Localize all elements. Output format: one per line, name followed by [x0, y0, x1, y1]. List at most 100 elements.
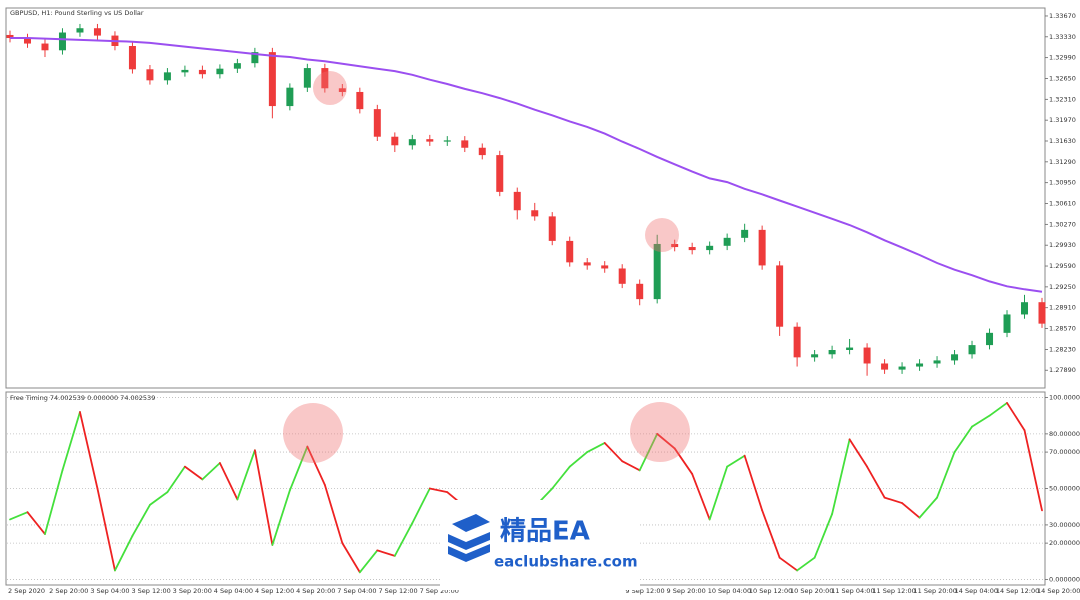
x-tick-label: 10 Sep 04:00 [708, 587, 751, 595]
y-tick-label: 1.28570 [1049, 325, 1076, 333]
candle-body [408, 139, 416, 146]
candle-body [163, 72, 171, 81]
candle-body [898, 366, 906, 370]
y-tick-label: 0.000000 [1049, 576, 1080, 584]
oscillator-segment [44, 469, 64, 535]
oscillator-segment [901, 502, 921, 519]
oscillator-segment [603, 442, 624, 463]
x-tick-label: 7 Sep 12:00 [378, 587, 417, 595]
oscillator-title: Free Timing 74.002539 0.000000 74.002539 [10, 394, 155, 402]
x-tick-label: 3 Sep 12:00 [131, 587, 170, 595]
x-tick-label: 4 Sep 04:00 [214, 587, 253, 595]
candle-body [706, 245, 714, 251]
candle-body [636, 283, 644, 300]
oscillator-segment [253, 449, 274, 546]
candle-body [968, 345, 976, 355]
oscillator-segment [813, 513, 834, 559]
candle-body [233, 63, 241, 69]
x-tick-label: 9 Sep 12:00 [625, 587, 664, 595]
candle-body [303, 68, 311, 88]
candle-body [653, 243, 661, 300]
candle-body [933, 360, 941, 364]
oscillator-segment [743, 454, 764, 512]
candle-body [531, 210, 539, 217]
candle-body [216, 68, 224, 75]
y-tick-label: 80.000000 [1049, 430, 1080, 438]
oscillator-segment [271, 489, 291, 546]
highlight-circle [313, 71, 347, 105]
oscillator-segment [1023, 429, 1043, 512]
candle-body [793, 326, 801, 358]
candle-body [723, 237, 731, 246]
y-tick-label: 1.30610 [1049, 200, 1076, 208]
candle-body [688, 247, 696, 251]
oscillator-segment [866, 465, 886, 499]
oscillator-segment [61, 411, 81, 472]
candle-body [93, 28, 101, 36]
oscillator-segment [26, 511, 46, 535]
plot-layer: 1.33670 1.33330 1.32990 1.32650 1.32310 1.319… [6, 12, 1080, 595]
candle-body [391, 136, 399, 146]
oscillator-segment [79, 411, 99, 490]
y-tick-label: 1.33330 [1049, 33, 1076, 41]
candle-body [811, 354, 819, 358]
candle-body [128, 46, 136, 70]
oscillator-segment [761, 509, 781, 559]
oscillator-segment [673, 447, 694, 475]
x-tick-label: 10 Sep 20:00 [790, 587, 833, 595]
candle-body [426, 139, 434, 142]
y-tick-label: 1.29250 [1049, 283, 1076, 291]
candle-body [286, 87, 294, 107]
oscillator-segment [411, 487, 431, 524]
y-tick-label: 1.31290 [1049, 158, 1076, 166]
oscillator-segment [131, 503, 151, 537]
oscillator-segment [149, 491, 169, 506]
candle-body [583, 262, 591, 266]
candle-body [601, 265, 609, 269]
candle-body [846, 347, 854, 350]
x-tick-label: 7 Sep 04:00 [337, 587, 376, 595]
oscillator-segment [988, 402, 1008, 417]
candle-body [321, 68, 329, 89]
candle-body [478, 147, 486, 156]
candle-body [863, 347, 871, 364]
candle-body [1038, 302, 1046, 324]
candle-body [6, 34, 14, 39]
candle-body [548, 216, 556, 241]
candle-body [41, 43, 49, 51]
oscillator-segment [708, 465, 729, 521]
candle-body [356, 91, 364, 110]
candle-body [741, 229, 749, 238]
oscillator-segment [323, 483, 344, 545]
candle-body [881, 363, 889, 370]
x-tick-label: 2 Sep 20:00 [49, 587, 88, 595]
x-tick-label: 11 Sep 12:00 [872, 587, 915, 595]
oscillator-segment [953, 425, 973, 453]
x-tick-label: 4 Sep 20:00 [296, 587, 335, 595]
y-tick-label: 1.28910 [1049, 304, 1076, 312]
watermark: 精品EA eaclubshare.com [440, 500, 640, 590]
x-tick-label: 14 Sep 04:00 [955, 587, 998, 595]
y-tick-label: 1.31970 [1049, 116, 1076, 124]
y-tick-label: 20.000000 [1049, 539, 1080, 547]
candle-body [338, 88, 346, 92]
candle-body [373, 109, 381, 137]
oscillator-segment [428, 487, 449, 494]
watermark-url: eaclubshare.com [494, 553, 638, 571]
y-tick-label: 50.000000 [1049, 485, 1080, 493]
oscillator-segment [586, 442, 606, 453]
oscillator-segment [114, 534, 134, 572]
oscillator-segment [201, 462, 221, 481]
candle-body [496, 155, 504, 192]
x-tick-label: 14 Sep 12:00 [996, 587, 1039, 595]
candle-body [1021, 302, 1029, 315]
candle-body [76, 28, 84, 33]
oscillator-segment [796, 556, 816, 572]
oscillator-segment [621, 460, 641, 472]
candle-body [23, 38, 31, 44]
oscillator-segment [306, 445, 326, 486]
candle-body [461, 140, 469, 148]
candle-body [986, 332, 994, 346]
y-tick-label: 1.27890 [1049, 366, 1076, 374]
